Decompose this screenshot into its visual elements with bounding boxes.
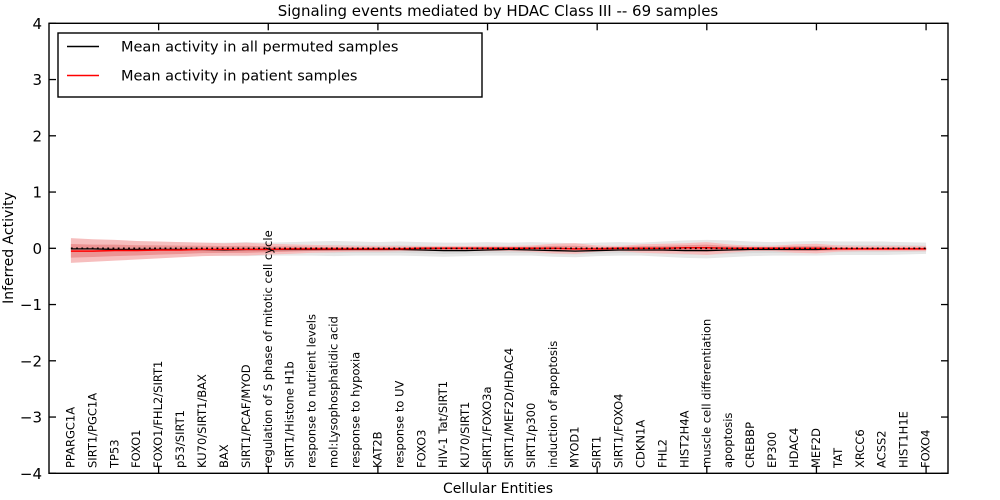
legend: Mean activity in all permuted samples Me… (57, 32, 483, 98)
x-tick-label: response to UV (392, 380, 406, 468)
x-axis-label: Cellular Entities (443, 481, 553, 497)
x-tick-label: muscle cell differentiation (699, 319, 713, 468)
x-tick-label: p53/SIRT1 (173, 410, 187, 468)
y-tick-label: 2 (32, 127, 42, 145)
x-tick-label: SIRT1/MEF2D/HDAC4 (502, 348, 516, 468)
x-tick-label: response to hypoxia (348, 352, 362, 468)
y-tick-labels: 4 3 2 1 0 −1 −2 −3 −4 (20, 15, 42, 483)
x-tick-label: HIST1H1E (897, 411, 911, 468)
y-tick-label: 1 (32, 184, 42, 202)
x-tick-label: HDAC4 (787, 428, 801, 468)
x-tick-label: MEF2D (809, 428, 823, 468)
x-tick-label: SIRT1/FOXO3a (480, 386, 494, 468)
x-tick-label: XRCC6 (853, 429, 867, 468)
y-axis-label: Inferred Activity (1, 192, 17, 304)
x-tick-label: mol:Lysophosphatidic acid (327, 316, 341, 468)
x-tick-label: FOXO4 (919, 430, 933, 468)
x-tick-label: ACSS2 (875, 430, 889, 468)
x-tick-label: KU70/SIRT1/BAX (195, 374, 209, 468)
legend-label-patient: Mean activity in patient samples (121, 69, 357, 85)
x-tick-label: induction of apoptosis (546, 341, 560, 468)
chart-title: Signaling events mediated by HDAC Class … (278, 2, 719, 20)
x-tick-label: HIV-1 Tat/SIRT1 (436, 381, 450, 468)
x-tick-label: TAT (831, 447, 845, 469)
x-tick-label: response to nutrient levels (305, 314, 319, 468)
x-tick-label: PPARGC1A (63, 407, 77, 468)
legend-box (57, 32, 483, 98)
x-tick-label: FOXO3 (414, 430, 428, 468)
y-tick-label: −4 (20, 465, 42, 483)
x-tick-label: KU70/SIRT1 (458, 402, 472, 468)
x-tick-label: SIRT1/FOXO4 (612, 393, 626, 468)
x-tick-labels: PPARGC1A SIRT1/PGC1A TP53 FOXO1 FOXO1/FHL2/S… (63, 230, 932, 469)
x-tick-label: FOXO1/FHL2/SIRT1 (151, 361, 165, 468)
x-tick-label: FOXO1 (129, 430, 143, 468)
axis-ticks (49, 22, 948, 474)
x-tick-label: KAT2B (370, 431, 384, 468)
x-tick-label: TP53 (107, 439, 121, 469)
x-tick-label: EP300 (765, 432, 779, 468)
y-tick-label: −2 (20, 352, 42, 370)
x-tick-label: SIRT1/PCAF/MYOD (239, 364, 253, 468)
legend-label-permuted: Mean activity in all permuted samples (121, 40, 398, 56)
x-tick-label: HIST2H4A (677, 410, 691, 468)
x-tick-label: SIRT1/p300 (524, 403, 538, 468)
x-tick-label: CDKN1A (634, 420, 648, 468)
patient-band-outer (70, 238, 927, 263)
y-tick-label: 4 (32, 15, 42, 33)
y-tick-label: −1 (20, 296, 42, 314)
x-tick-label: apoptosis (721, 413, 735, 468)
y-tick-label: 0 (32, 240, 42, 258)
x-tick-label: CREBBP (743, 422, 757, 468)
x-tick-label: BAX (217, 444, 231, 468)
x-tick-label: MYOD1 (568, 426, 582, 468)
x-tick-label: SIRT1 (590, 436, 604, 468)
y-tick-label: 3 (32, 71, 42, 89)
x-tick-label: SIRT1/Histone H1b (283, 361, 297, 468)
y-tick-label: −3 (20, 409, 42, 427)
x-tick-label: SIRT1/PGC1A (85, 393, 99, 468)
x-tick-label: regulation of S phase of mitotic cell cy… (261, 230, 275, 468)
x-tick-label: FHL2 (655, 439, 669, 468)
